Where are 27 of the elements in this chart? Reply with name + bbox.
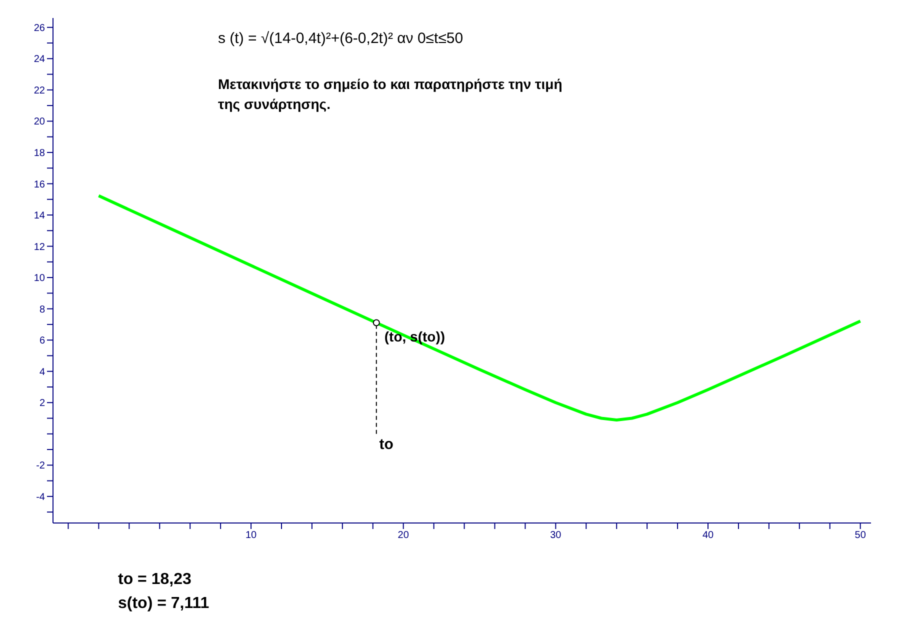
y-tick-label: -4 [36,492,46,503]
y-tick-label: 22 [34,85,46,96]
annotation: (to, s(to)) [384,328,446,345]
y-tick-label: 18 [34,148,46,160]
text: s (t) = √(14-0,4t)²+(6-0,2t)² αν 0≤t≤50 [218,30,464,47]
y-tick-label: 8 [39,304,46,316]
x-tick-label: 50 [854,530,866,542]
y-tick-label: -2 [36,460,46,472]
text: to = 18,23 [118,570,192,590]
y-tick-label: 6 [39,336,46,347]
y-tick-label: 12 [34,242,46,253]
y-tick-label: 20 [34,116,46,128]
y-tick-label: 16 [34,179,46,190]
text: Μετακινήστε το σημείο to και παρατηρήστε την τιμή της συνάρτησης. [218,75,564,114]
y-tick-label: 4 [39,366,46,378]
y-tick-label: 10 [34,273,46,284]
x-tick-label: 20 [398,530,410,542]
y-tick-label: 2 [39,398,46,410]
y-tick-label: 26 [34,22,46,34]
x-tick-label: 10 [245,530,258,542]
y-tick-label: 24 [34,54,46,66]
text: s(to) = 7,111 [118,594,210,614]
ref-line-label: to [379,436,394,453]
line-series [97,194,862,422]
x-tick-label: 30 [550,530,562,542]
y-tick-label: 14 [34,210,46,222]
x-tick-label: 40 [702,530,714,542]
